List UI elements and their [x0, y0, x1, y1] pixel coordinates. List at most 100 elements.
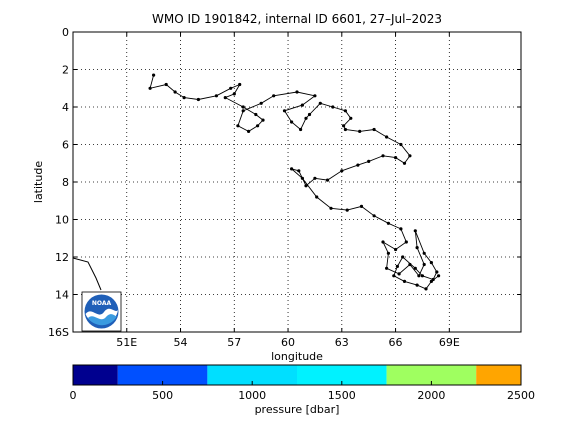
- track-point: [256, 124, 260, 128]
- track-point: [415, 246, 419, 250]
- track-point: [404, 240, 408, 244]
- track-point: [299, 127, 303, 132]
- track-point: [173, 90, 177, 94]
- track-point: [349, 116, 353, 120]
- track-point: [372, 127, 376, 132]
- colorbar-segment: [476, 365, 521, 385]
- y-tick-label: 10: [55, 214, 69, 227]
- track-point: [238, 82, 242, 87]
- track-point: [241, 105, 245, 109]
- track-point: [358, 129, 362, 133]
- x-axis-label: longitude: [271, 350, 323, 363]
- colorbar-segment: [73, 365, 118, 385]
- track-point: [399, 227, 403, 231]
- track-point: [259, 101, 263, 105]
- track-point: [295, 90, 299, 94]
- track-point: [415, 283, 419, 287]
- track-point: [196, 97, 200, 102]
- track-point: [331, 105, 335, 109]
- track-point: [307, 112, 312, 117]
- track-point: [359, 204, 364, 208]
- track-point: [413, 266, 417, 270]
- track-point: [182, 96, 186, 100]
- track-point: [340, 169, 344, 173]
- track-point: [345, 208, 349, 212]
- colorbar-tick-label: 2500: [507, 389, 535, 402]
- track-point: [408, 262, 412, 267]
- track-point: [261, 118, 265, 122]
- track-point: [392, 274, 396, 278]
- track-point: [394, 247, 398, 252]
- colorbar-tick-label: 2000: [417, 389, 445, 402]
- track-point: [429, 261, 433, 265]
- track-point: [386, 221, 390, 225]
- track-point: [229, 86, 233, 90]
- track-point: [422, 262, 426, 267]
- track-point: [223, 96, 227, 100]
- colorbar-label: pressure [dbar]: [255, 403, 340, 416]
- track-point: [385, 266, 389, 270]
- track-point: [313, 94, 317, 98]
- colorbar-tick-label: 1000: [238, 389, 266, 402]
- track-point: [408, 154, 412, 158]
- colorbar-frame: [72, 364, 522, 386]
- float-track: [148, 73, 441, 291]
- noaa-logo-text: NOAA: [92, 300, 112, 307]
- noaa-logo: NOAA: [81, 291, 122, 332]
- track-point: [397, 272, 401, 276]
- colorbar-tick-label: 1500: [328, 389, 356, 402]
- track-point: [395, 264, 399, 268]
- colorbar-segment: [207, 365, 297, 385]
- track-point: [417, 274, 421, 278]
- track-point: [247, 129, 251, 133]
- x-tick-label: 54: [174, 336, 188, 349]
- track-point: [342, 124, 346, 128]
- track-point: [401, 255, 405, 259]
- track-point: [232, 92, 236, 96]
- track-point: [381, 240, 385, 244]
- y-tick-label: 16S: [48, 326, 69, 339]
- track-point: [402, 161, 407, 165]
- track-point: [315, 195, 319, 199]
- track-point: [386, 251, 390, 255]
- x-tick-label: 51E: [116, 336, 137, 349]
- track-point: [152, 73, 156, 77]
- y-axis-ticks: 0 2 4 6 8 10 12 14 16S: [48, 26, 521, 339]
- track-point: [241, 109, 245, 113]
- x-tick-label: 69E: [439, 336, 460, 349]
- colorbar-ticks: 0 500 1000 1500 2000 2500: [70, 381, 535, 402]
- track-point: [343, 127, 347, 132]
- colorbar-segment: [117, 365, 208, 385]
- track-point: [381, 154, 385, 158]
- track-point: [435, 270, 439, 274]
- track-point: [304, 116, 308, 120]
- y-tick-label: 4: [62, 101, 69, 114]
- track-point: [313, 176, 317, 180]
- track-point: [272, 94, 276, 98]
- track-point: [325, 178, 330, 182]
- coastline: [72, 257, 102, 291]
- y-tick-label: 6: [62, 139, 69, 152]
- colorbar-tick-label: 0: [70, 389, 77, 402]
- track-point: [437, 274, 441, 278]
- track-point: [318, 101, 322, 105]
- track-point: [254, 112, 258, 117]
- track-point: [148, 86, 152, 90]
- track-point: [394, 156, 398, 160]
- x-axis-ticks: 51E 54 57 60 63 66 69E: [116, 32, 460, 349]
- track-point: [420, 274, 424, 278]
- track-point: [399, 142, 403, 147]
- y-tick-label: 8: [62, 176, 69, 189]
- track-point: [236, 124, 240, 128]
- track-point: [300, 176, 304, 180]
- y-axis-label: latitude: [32, 161, 45, 203]
- x-tick-label: 60: [281, 336, 295, 349]
- track-point: [300, 103, 304, 107]
- colorbar-segment: [297, 365, 387, 385]
- track-point: [343, 109, 347, 113]
- y-tick-label: 14: [55, 289, 69, 302]
- chart-title: WMO ID 1901842, internal ID 6601, 27–Jul…: [152, 12, 442, 26]
- track-point: [356, 163, 360, 167]
- x-tick-label: 57: [227, 336, 241, 349]
